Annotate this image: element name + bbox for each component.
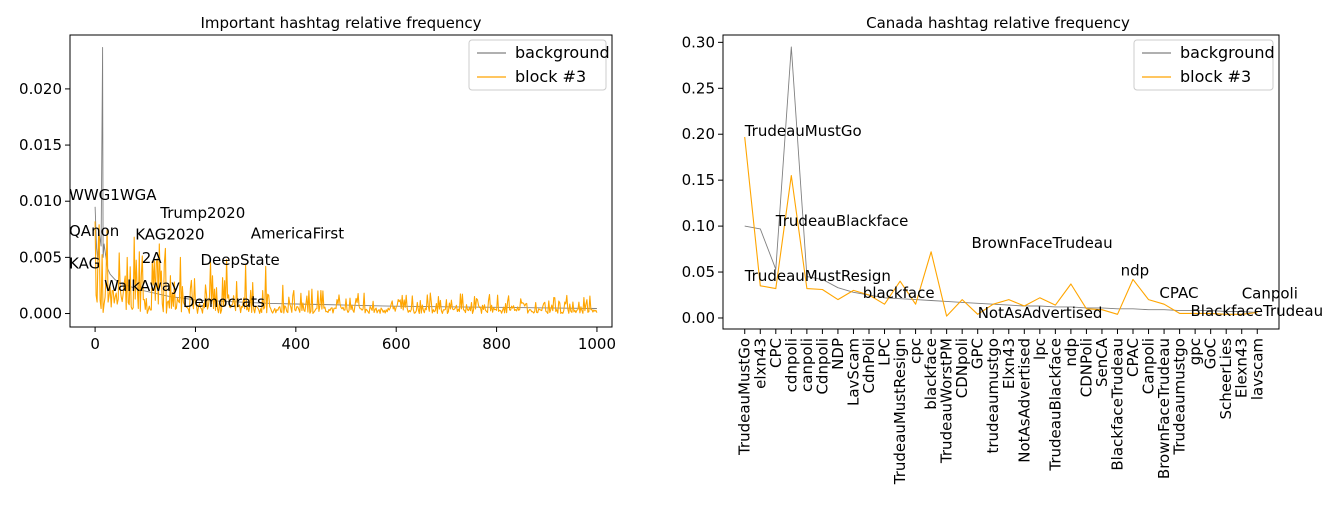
legend-label-background: background: [1180, 43, 1275, 62]
annotation-label: CPAC: [1159, 284, 1198, 302]
y-tick-label: 0.15: [682, 171, 715, 189]
x-tick-label: elxn43: [751, 338, 769, 389]
annotation-label: Canpoli: [1242, 285, 1298, 303]
x-tick-label: cpc: [907, 338, 925, 364]
x-tick-label: 1000: [578, 335, 616, 353]
y-tick-label: 0.010: [19, 192, 62, 210]
x-tick-label: ScheerLies: [1217, 338, 1235, 420]
plot-area-frame: [722, 34, 1280, 330]
plot-area-frame: [69, 34, 613, 328]
x-tick-label: LavScam: [845, 338, 863, 406]
chart-title: Important hashtag relative frequency: [200, 14, 481, 32]
x-tick-label: TrudeauMustResign: [891, 338, 909, 485]
annotation-label: NotAsAdvertised: [978, 304, 1103, 322]
y-tick-label: 0.00: [682, 309, 715, 327]
x-tick-label: Cdnpoli: [813, 338, 831, 395]
x-tick-label: LPC: [876, 338, 894, 366]
y-tick-label: 0.25: [682, 79, 715, 97]
annotation-label: 2A: [142, 249, 163, 267]
y-tick-label: 0.30: [682, 33, 715, 51]
annotation-label: KAG2020: [135, 225, 204, 243]
y-tick-label: 0.20: [682, 125, 715, 143]
y-tick-label: 0.000: [19, 305, 62, 323]
x-tick-label: cdnpoli: [782, 338, 800, 392]
x-tick-label: 0: [90, 335, 100, 353]
annotations: TrudeauMustGo TrudeauBlackface BrownFaceTr…: [744, 122, 1323, 322]
x-tick-label: Canpoli: [1140, 338, 1158, 394]
x-tick-label: lpc: [1031, 338, 1049, 360]
axes: 0.00 0.05 0.10 0.15 0.20 0.25 0.30 TrudeauMustG…: [682, 33, 1267, 485]
annotation-label: ndp: [1121, 262, 1150, 280]
annotation-label: TrudeauMustGo: [744, 122, 862, 140]
x-tick-label: CDNPoli: [1077, 338, 1095, 397]
x-tick-label: SenCA: [1093, 337, 1111, 387]
y-tick-label: 0.05: [682, 263, 715, 281]
x-tick-label: TrudeauBlackface: [1046, 338, 1064, 472]
x-tick-label: GPC: [969, 338, 987, 369]
legend: background block #3: [468, 39, 610, 91]
x-tick-label: NDP: [829, 338, 847, 370]
y-tick-label: 0.005: [19, 248, 62, 266]
x-tick-label: BrownFaceTrudeau: [1155, 338, 1173, 479]
series-layer: [94, 46, 598, 315]
x-tick-label: BlackfaceTrudeau: [1109, 338, 1127, 471]
x-tick-label: 400: [282, 335, 311, 353]
x-tick-label: 800: [482, 335, 511, 353]
annotation-label: BlackfaceTrudeau: [1191, 302, 1324, 320]
chart-title: Canada hashtag relative frequency: [866, 14, 1130, 32]
x-tick-label: lavscam: [1248, 338, 1266, 400]
annotation-label: KAG: [69, 255, 100, 273]
x-tick-label: Elxn43: [1000, 338, 1018, 389]
x-tick-label: trudeaumustgo: [984, 338, 1002, 454]
x-tick-label: TrudeauMustGo: [736, 338, 754, 456]
x-tick-label: Trudeaumustgo: [1171, 338, 1189, 456]
x-tick-label: gpc: [1186, 338, 1204, 365]
y-tick-label: 0.020: [19, 80, 62, 98]
series-layer: [744, 46, 1258, 317]
x-tick-label: CDNpoli: [953, 338, 971, 398]
x-tick-label: GoC: [1202, 338, 1220, 369]
x-tick-label: TrudeauWorstPM: [938, 338, 956, 464]
x-tick-label: 200: [181, 335, 210, 353]
annotation-label: TrudeauMustResign: [744, 267, 891, 285]
x-tick-label: canpoli: [798, 338, 816, 392]
series-line-block-3: [94, 221, 598, 315]
annotation-label: BrownFaceTrudeau: [972, 234, 1113, 252]
legend-label-background: background: [515, 43, 610, 62]
x-tick-label: CPAC: [1124, 338, 1142, 377]
annotation-label: WalkAway: [104, 277, 180, 295]
x-tick-label: blackface: [922, 338, 940, 410]
y-tick-label: 0.015: [19, 136, 62, 154]
x-tick-label: Elexn43: [1233, 338, 1251, 398]
annotation-label: blackface: [863, 284, 935, 302]
x-tick-label: 600: [382, 335, 411, 353]
chart-canada-hashtags: Canada hashtag relative frequency 0.000.…: [682, 14, 1324, 485]
y-tick-label: 0.10: [682, 217, 715, 235]
axes: 0.000 0.005 0.010 0.015 0.020 0 200 400 600 800 10…: [19, 80, 616, 353]
legend-label-block: block #3: [515, 67, 586, 86]
annotation-label: QAnon: [69, 222, 119, 240]
annotation-label: Trump2020: [159, 204, 245, 222]
series-line-background: [744, 46, 1258, 313]
annotation-label: TrudeauBlackface: [775, 212, 909, 230]
annotation-label: Democrats: [183, 293, 265, 311]
x-tick-label: CdnPoli: [860, 338, 878, 394]
chart-important-hashtags: Important hashtag relative frequency 0.0…: [19, 14, 616, 353]
x-tick-label: ndp: [1062, 338, 1080, 367]
series-line-block-3: [744, 136, 1258, 317]
legend-label-block: block #3: [1180, 67, 1251, 86]
x-tick-label: CPC: [767, 338, 785, 368]
annotation-label: DeepState: [201, 251, 280, 269]
annotation-label: WWG1WGA: [69, 186, 157, 204]
annotation-label: AmericaFirst: [251, 224, 345, 242]
legend: background block #3: [1133, 39, 1275, 91]
x-tick-label: NotAsAdvertised: [1015, 338, 1033, 463]
